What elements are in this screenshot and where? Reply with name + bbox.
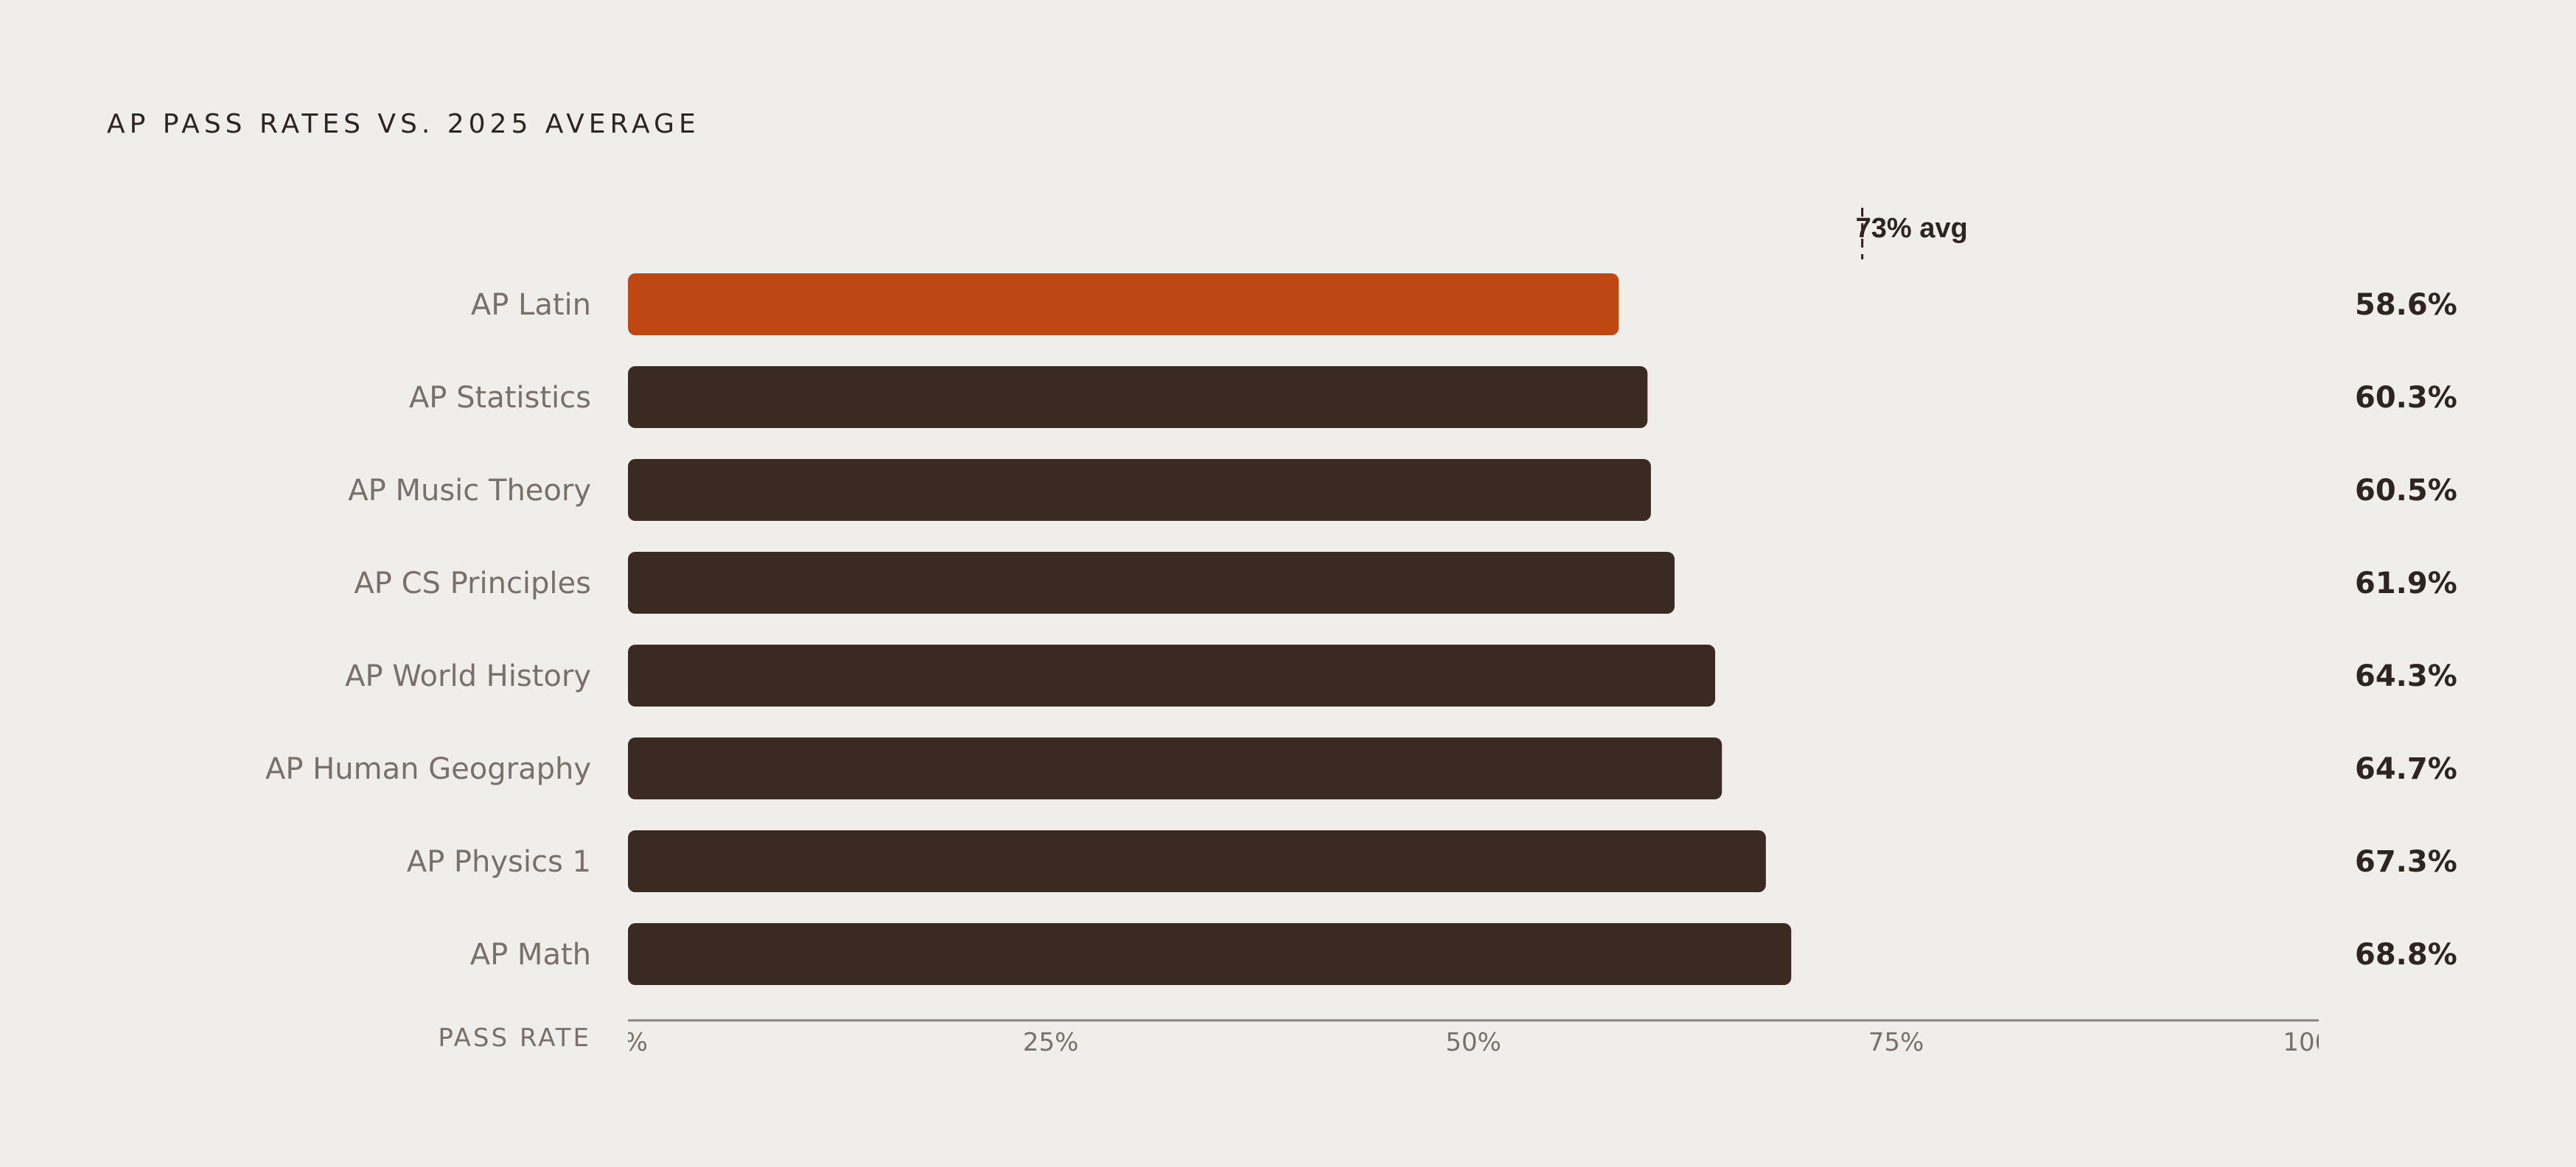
category-label: AP Math xyxy=(470,938,591,972)
x-axis-title: PASS RATE xyxy=(438,1023,591,1053)
reference-line-group: 73% avg xyxy=(1856,208,1968,259)
value-label: 64.7% xyxy=(2355,752,2457,786)
average-reference-label: 73% avg xyxy=(1856,213,1968,244)
bar xyxy=(628,737,1722,799)
bar-highlight xyxy=(628,273,1619,335)
category-label: AP CS Principles xyxy=(354,567,591,600)
x-tick-label: 25% xyxy=(1023,1028,1079,1057)
category-label: AP Human Geography xyxy=(265,752,591,786)
value-label: 60.5% xyxy=(2355,474,2457,508)
x-tick-label: 75% xyxy=(1868,1028,1924,1057)
value-label: 64.3% xyxy=(2355,659,2457,693)
category-label: AP Latin xyxy=(471,288,591,322)
value-label: 60.3% xyxy=(2355,381,2457,415)
bar xyxy=(628,552,1675,614)
bar xyxy=(628,830,1766,892)
bar xyxy=(628,923,1792,985)
bars-group: AP Latin 58.6% AP Statistics 60.3% AP Music … xyxy=(265,273,2457,985)
category-label: AP World History xyxy=(345,659,591,693)
value-label: 68.8% xyxy=(2355,938,2457,972)
value-label: 67.3% xyxy=(2355,845,2457,879)
bar xyxy=(628,366,1648,428)
category-label: AP Statistics xyxy=(409,381,591,415)
x-tick-label: 100% xyxy=(2283,1028,2354,1057)
value-label: 58.6% xyxy=(2355,288,2457,322)
ticks-group: 0% 25% 50% 75% 100% xyxy=(608,1028,2354,1057)
bar xyxy=(628,645,1716,707)
category-label: AP Physics 1 xyxy=(407,845,591,879)
value-label: 61.9% xyxy=(2355,567,2457,600)
category-label: AP Music Theory xyxy=(348,474,591,508)
bar xyxy=(628,459,1651,521)
x-tick-label: 50% xyxy=(1445,1028,1501,1057)
x-tick-label: 0% xyxy=(608,1028,648,1057)
chart-title: AP PASS RATES VS. 2025 AVERAGE xyxy=(107,109,700,139)
